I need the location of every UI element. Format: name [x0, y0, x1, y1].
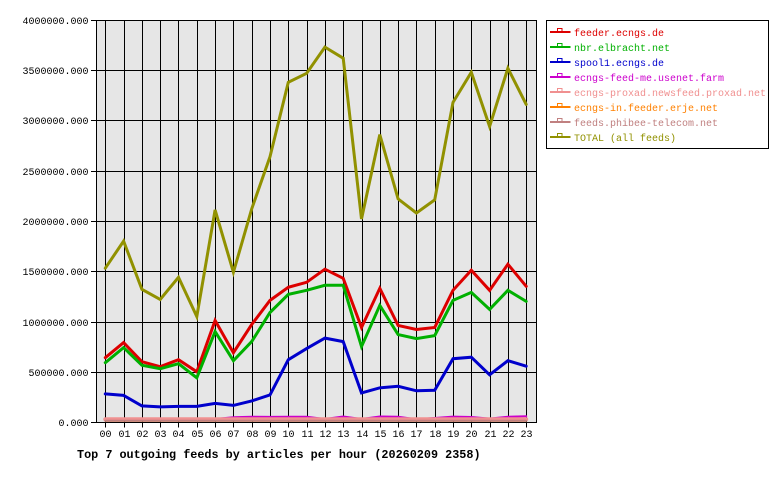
svg-text:21: 21: [484, 430, 496, 441]
svg-text:01: 01: [118, 430, 130, 441]
svg-text:20: 20: [465, 430, 477, 441]
svg-text:ecngs-in.feeder.erje.net: ecngs-in.feeder.erje.net: [574, 103, 718, 115]
svg-text:TOTAL (all feeds): TOTAL (all feeds): [574, 133, 676, 145]
svg-text:05: 05: [191, 430, 203, 441]
svg-text:07: 07: [227, 430, 239, 441]
svg-text:ecngs-feed-me.usenet.farm: ecngs-feed-me.usenet.farm: [574, 73, 724, 85]
svg-text:19: 19: [447, 430, 459, 441]
svg-text:4000000.000: 4000000.000: [22, 17, 88, 28]
svg-text:23: 23: [520, 430, 532, 441]
svg-text:2000000.000: 2000000.000: [22, 218, 88, 229]
svg-text:14: 14: [356, 430, 368, 441]
svg-text:10: 10: [282, 430, 294, 441]
svg-text:1000000.000: 1000000.000: [22, 319, 88, 330]
svg-text:22: 22: [502, 430, 514, 441]
svg-text:08: 08: [246, 430, 258, 441]
svg-text:feeds.phibee-telecom.net: feeds.phibee-telecom.net: [574, 118, 718, 130]
svg-text:11: 11: [301, 430, 313, 441]
svg-text:2500000.000: 2500000.000: [22, 168, 88, 179]
svg-text:Top 7 outgoing feeds by articl: Top 7 outgoing feeds by articles per hou…: [77, 448, 481, 462]
svg-text:3500000.000: 3500000.000: [22, 67, 88, 78]
svg-text:1500000.000: 1500000.000: [22, 268, 88, 279]
svg-text:spool1.ecngs.de: spool1.ecngs.de: [574, 58, 664, 70]
svg-text:03: 03: [154, 430, 166, 441]
svg-text:500000.000: 500000.000: [28, 369, 88, 380]
svg-text:18: 18: [429, 430, 441, 441]
svg-text:06: 06: [209, 430, 221, 441]
svg-text:04: 04: [172, 430, 184, 441]
svg-text:16: 16: [392, 430, 404, 441]
svg-text:nbr.elbracht.net: nbr.elbracht.net: [574, 43, 670, 55]
svg-text:feeder.ecngs.de: feeder.ecngs.de: [574, 28, 664, 40]
svg-text:02: 02: [136, 430, 148, 441]
svg-text:3000000.000: 3000000.000: [22, 117, 88, 128]
svg-text:12: 12: [319, 430, 331, 441]
svg-text:15: 15: [374, 430, 386, 441]
svg-text:00: 00: [99, 430, 111, 441]
svg-text:13: 13: [337, 430, 349, 441]
svg-text:17: 17: [410, 430, 422, 441]
svg-text:0.000: 0.000: [58, 419, 88, 430]
svg-text:ecngs-proxad.newsfeed.proxad.n: ecngs-proxad.newsfeed.proxad.net: [574, 88, 766, 100]
svg-text:09: 09: [264, 430, 276, 441]
